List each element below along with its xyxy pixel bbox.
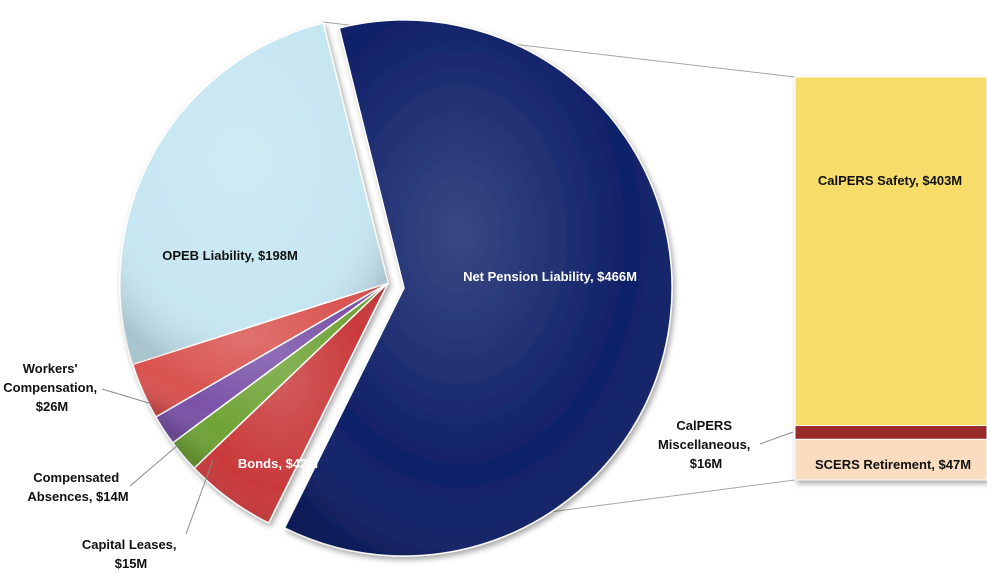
label-capital: Capital Leases, $15M: [82, 537, 180, 571]
label-workers: Workers' Compensation, $26M: [3, 361, 101, 414]
stacked-bar: [794, 76, 987, 481]
pie: [119, 19, 673, 557]
label-net-pension: Net Pension Liability, $466M: [463, 269, 637, 284]
pie-slice-sheen-5: [120, 22, 388, 365]
label-calpers-misc: CalPERS Miscellaneous, $16M: [658, 418, 754, 471]
label-bonds: Bonds, $42M: [238, 456, 318, 471]
leader-line-misc: [759, 431, 794, 445]
leader-line-workers: [101, 388, 153, 405]
pie-slice-sheen-0: [284, 19, 673, 556]
label-calpers-safety: CalPERS Safety, $403M: [818, 173, 962, 188]
leader-line-capital: [185, 459, 214, 535]
label-opeb: OPEB Liability, $198M: [162, 248, 298, 263]
data-labels: OPEB Liability, $198M Net Pension Liabil…: [3, 173, 971, 571]
pie-slice-sheen-3: [155, 283, 388, 443]
leader-lines: [101, 388, 794, 535]
bar-segment-0: [794, 76, 987, 427]
label-scers: SCERS Retirement, $47M: [815, 457, 971, 472]
pie-slice-sheen-2: [172, 283, 388, 469]
bar-segment-1: [794, 425, 987, 440]
bar-segment-2: [794, 438, 987, 481]
pie-slice-sheen-1: [194, 283, 388, 523]
label-compensated: Compensated Absences, $14M: [27, 470, 128, 504]
leader-line-compensated: [129, 444, 179, 487]
pie-slice-sheen-4: [132, 283, 388, 417]
